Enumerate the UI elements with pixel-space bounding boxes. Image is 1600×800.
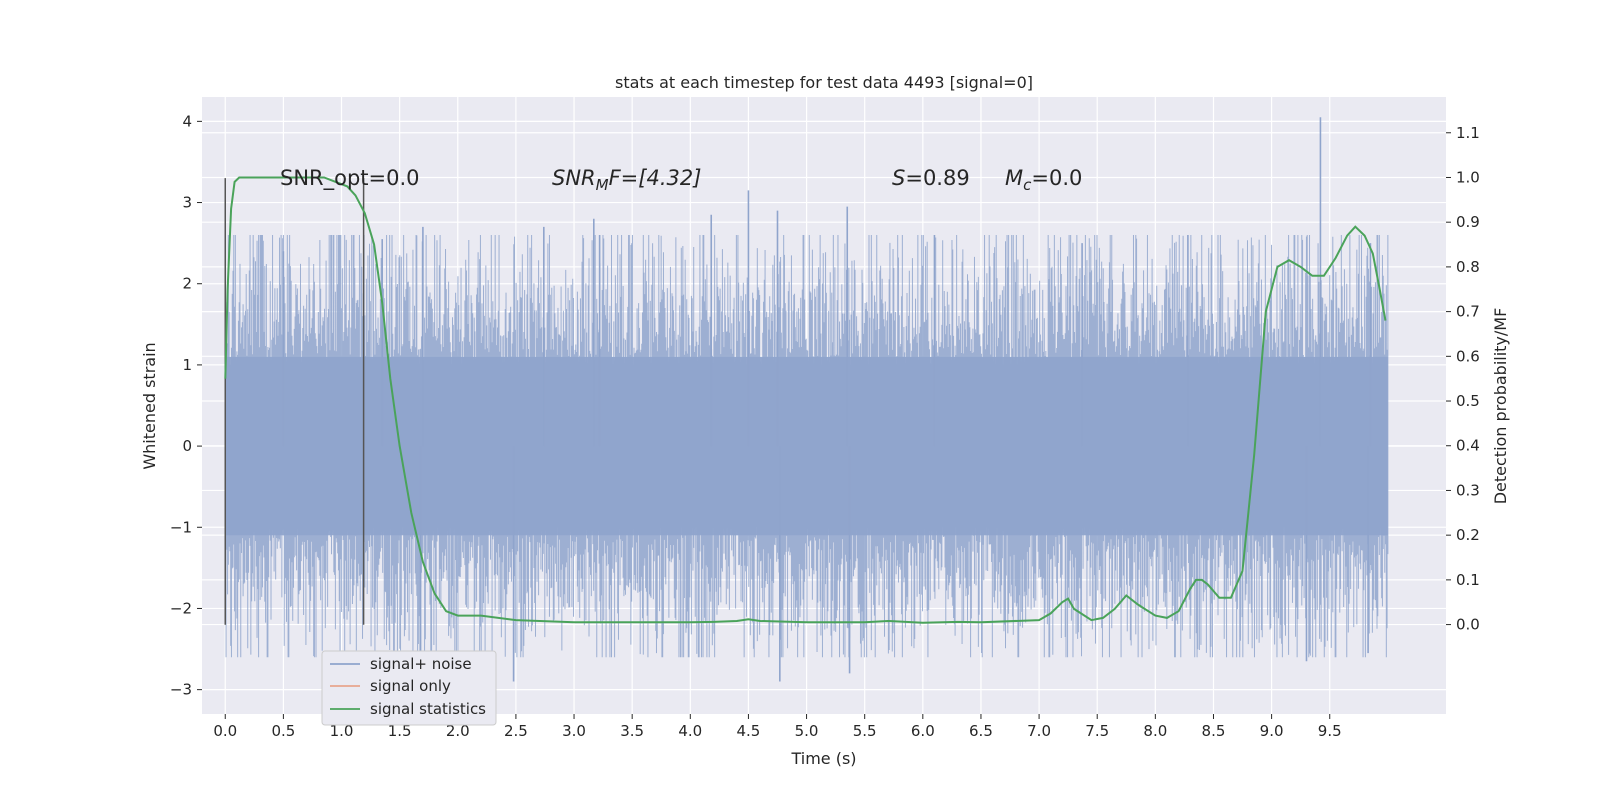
y-right-tick-label: 0.1 bbox=[1456, 571, 1480, 589]
x-tick-label: 2.0 bbox=[446, 722, 470, 740]
y-left-tick-label: −1 bbox=[170, 518, 192, 536]
x-tick-label: 7.0 bbox=[1027, 722, 1051, 740]
y-left-tick-label: −2 bbox=[170, 599, 192, 617]
x-tick-label: 0.0 bbox=[213, 722, 237, 740]
x-tick-label: 3.0 bbox=[562, 722, 586, 740]
x-tick-label: 1.5 bbox=[388, 722, 412, 740]
legend-label-signal-only: signal only bbox=[370, 677, 451, 695]
legend-box bbox=[321, 650, 497, 726]
x-tick-label: 7.5 bbox=[1085, 722, 1109, 740]
y-right-tick-label: 0.9 bbox=[1456, 213, 1480, 231]
x-axis-label: Time (s) bbox=[790, 749, 856, 768]
y-left-tick-label: 3 bbox=[182, 194, 192, 212]
annotation-mc: Mc=0.0 bbox=[1005, 166, 1082, 194]
noise-series bbox=[224, 117, 1389, 682]
x-tick-label: 6.5 bbox=[969, 722, 993, 740]
y-right-tick-label: 0.3 bbox=[1456, 481, 1480, 499]
axis-ticks: 0.0 0.5 1.0 1.5 2.0 2.5 3.0 3.5 4.0 4.5 5.0 5.5 6.0 6… bbox=[170, 112, 1480, 740]
annotation-s: S=0.89 bbox=[892, 166, 970, 190]
legend: signal+ noise signal only signal statist… bbox=[321, 650, 497, 726]
annotation-snr-opt: SNR_opt=0.0 bbox=[280, 166, 420, 191]
x-tick-label: 6.0 bbox=[911, 722, 935, 740]
y-left-tick-label: 4 bbox=[182, 112, 192, 130]
y-axis-label-left: Whitened strain bbox=[140, 342, 159, 469]
y-left-tick-label: 2 bbox=[182, 275, 192, 293]
y-right-tick-label: 1.1 bbox=[1456, 124, 1480, 142]
legend-label-signal-noise: signal+ noise bbox=[370, 655, 472, 673]
y-right-tick-label: 0.2 bbox=[1456, 526, 1480, 544]
y-right-tick-label: 0.8 bbox=[1456, 258, 1480, 276]
y-left-tick-label: 1 bbox=[182, 356, 192, 374]
y-right-tick-label: 1.0 bbox=[1456, 168, 1480, 186]
annotation-snr-mf: SNRMF=[4.32] bbox=[552, 166, 701, 194]
chart-title: stats at each timestep for test data 449… bbox=[615, 73, 1033, 92]
signal-statistics-series bbox=[224, 176, 1387, 624]
signal-statistics-line bbox=[224, 176, 1387, 624]
x-tick-label: 5.0 bbox=[795, 722, 819, 740]
y-right-tick-label: 0.7 bbox=[1456, 303, 1480, 321]
y-left-tick-label: 0 bbox=[182, 437, 192, 455]
x-tick-label: 1.0 bbox=[330, 722, 354, 740]
y-axis-label-right: Detection probability/MF bbox=[1491, 308, 1510, 505]
y-right-tick-label: 0.5 bbox=[1456, 392, 1480, 410]
y-left-tick-label: −3 bbox=[170, 681, 192, 699]
y-right-tick-label: 0.0 bbox=[1456, 616, 1480, 634]
x-tick-label: 0.5 bbox=[271, 722, 295, 740]
x-tick-label: 2.5 bbox=[504, 722, 528, 740]
x-tick-label: 8.5 bbox=[1202, 722, 1226, 740]
x-tick-label: 5.5 bbox=[853, 722, 877, 740]
legend-label-signal-statistics: signal statistics bbox=[370, 700, 486, 718]
x-tick-label: 9.5 bbox=[1318, 722, 1342, 740]
marker-lines bbox=[224, 178, 365, 625]
x-tick-label: 3.5 bbox=[620, 722, 644, 740]
x-tick-label: 4.5 bbox=[737, 722, 761, 740]
x-tick-label: 9.0 bbox=[1260, 722, 1284, 740]
y-right-tick-label: 0.6 bbox=[1456, 347, 1480, 365]
x-tick-label: 4.0 bbox=[678, 722, 702, 740]
y-right-tick-label: 0.4 bbox=[1456, 437, 1480, 455]
x-tick-label: 8.0 bbox=[1143, 722, 1167, 740]
